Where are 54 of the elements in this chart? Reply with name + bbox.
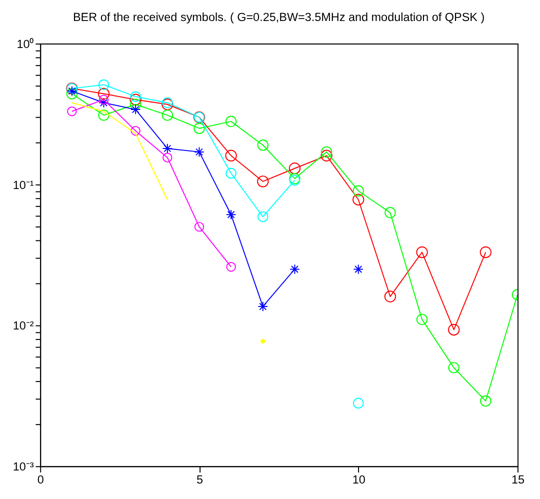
point bbox=[448, 324, 460, 336]
point bbox=[352, 185, 364, 196]
point bbox=[320, 146, 332, 158]
point bbox=[130, 126, 140, 136]
point bbox=[226, 168, 236, 179]
point bbox=[288, 162, 301, 174]
y-tick-label: 10⁻³ bbox=[12, 460, 34, 474]
point bbox=[162, 152, 172, 162]
point bbox=[416, 314, 428, 326]
point bbox=[320, 150, 332, 162]
point bbox=[352, 194, 364, 206]
point bbox=[194, 122, 205, 134]
point bbox=[226, 210, 236, 220]
point bbox=[130, 98, 142, 110]
point bbox=[384, 207, 396, 218]
y-tick-label: 10⁻² bbox=[12, 320, 34, 333]
point bbox=[480, 246, 492, 258]
chart-title: BER of the received symbols. ( G=0.25,BW=3.5MHz and modulation of QPSK ) bbox=[72, 11, 485, 24]
point bbox=[225, 116, 237, 128]
point bbox=[352, 398, 364, 409]
point bbox=[353, 264, 364, 274]
point bbox=[194, 146, 204, 158]
x-tick-label: 10 bbox=[352, 473, 366, 486]
point bbox=[98, 98, 109, 108]
y-tick-label: 10⁻¹ bbox=[12, 178, 34, 192]
x-tick-label: 15 bbox=[511, 473, 525, 486]
point bbox=[480, 395, 492, 407]
point bbox=[448, 362, 460, 374]
point bbox=[416, 246, 428, 258]
point bbox=[162, 110, 174, 121]
point bbox=[67, 106, 77, 116]
point bbox=[258, 211, 268, 222]
point bbox=[98, 94, 109, 104]
point bbox=[130, 94, 142, 106]
point bbox=[162, 143, 173, 154]
point bbox=[257, 176, 269, 188]
point bbox=[98, 88, 110, 100]
point bbox=[98, 110, 110, 121]
point bbox=[290, 264, 300, 274]
x-tick-label: 0 bbox=[37, 473, 44, 486]
x-tick-label: 5 bbox=[196, 473, 204, 486]
point bbox=[98, 79, 110, 90]
point bbox=[130, 104, 141, 115]
point bbox=[194, 222, 204, 232]
point bbox=[226, 262, 236, 272]
point bbox=[130, 91, 141, 102]
point bbox=[258, 301, 268, 312]
point bbox=[66, 88, 78, 100]
point bbox=[384, 290, 396, 302]
point bbox=[225, 150, 237, 162]
y-tick-label: 10⁰ bbox=[16, 38, 34, 51]
point bbox=[260, 338, 266, 344]
point bbox=[66, 86, 78, 96]
point bbox=[257, 140, 269, 151]
